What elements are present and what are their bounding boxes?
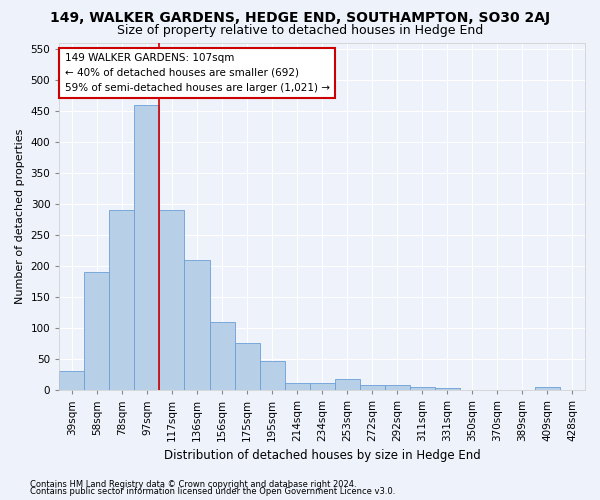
Bar: [184, 260, 209, 390]
Bar: [109, 210, 134, 390]
Y-axis label: Number of detached properties: Number of detached properties: [15, 128, 25, 304]
Bar: [209, 322, 235, 390]
Text: 149, WALKER GARDENS, HEDGE END, SOUTHAMPTON, SO30 2AJ: 149, WALKER GARDENS, HEDGE END, SOUTHAMP…: [50, 11, 550, 25]
Bar: [59, 372, 85, 390]
Text: Contains public sector information licensed under the Open Government Licence v3: Contains public sector information licen…: [30, 488, 395, 496]
Bar: [335, 379, 360, 390]
Text: 149 WALKER GARDENS: 107sqm
← 40% of detached houses are smaller (692)
59% of sem: 149 WALKER GARDENS: 107sqm ← 40% of deta…: [65, 53, 329, 92]
Bar: [235, 344, 260, 390]
Bar: [284, 382, 310, 390]
Bar: [260, 361, 284, 390]
Bar: [310, 382, 335, 390]
Bar: [85, 272, 109, 390]
Bar: [385, 385, 410, 390]
Bar: [435, 388, 460, 390]
Text: Size of property relative to detached houses in Hedge End: Size of property relative to detached ho…: [117, 24, 483, 37]
Text: Contains HM Land Registry data © Crown copyright and database right 2024.: Contains HM Land Registry data © Crown c…: [30, 480, 356, 489]
Bar: [134, 104, 160, 390]
Bar: [160, 210, 184, 390]
Bar: [360, 385, 385, 390]
Bar: [410, 387, 435, 390]
Bar: [535, 387, 560, 390]
X-axis label: Distribution of detached houses by size in Hedge End: Distribution of detached houses by size …: [164, 450, 481, 462]
